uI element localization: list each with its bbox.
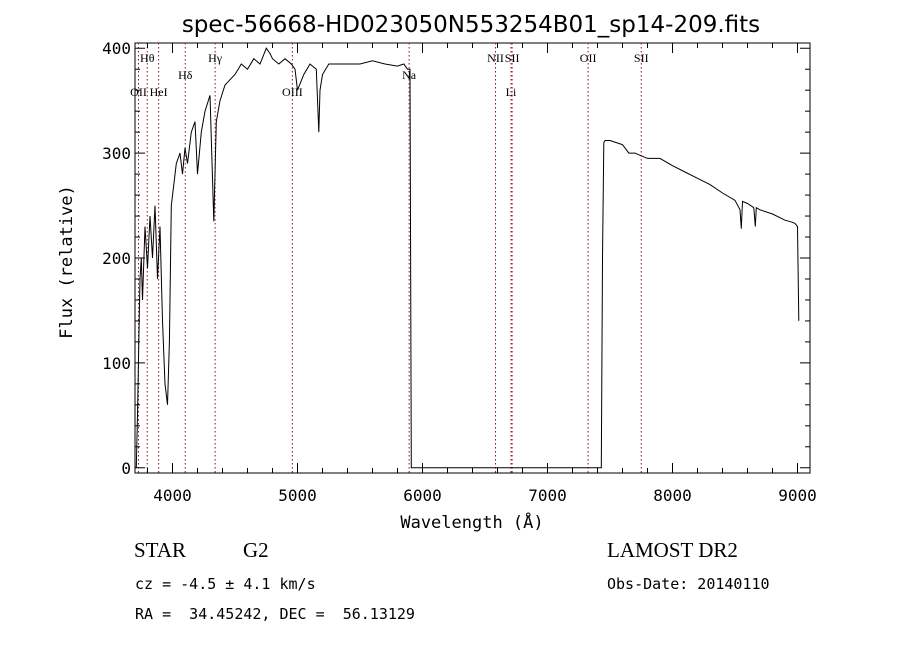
- x-axis-label: Wavelength (Å): [400, 511, 543, 533]
- spectral-line-label: SII: [505, 51, 520, 65]
- spectral-line-label: Hγ: [208, 51, 223, 65]
- spectral-line-label: Hθ: [140, 51, 155, 65]
- y-tick-label: 300: [102, 144, 131, 163]
- plot-frame: [134, 42, 811, 474]
- spectral-line-label: OII: [130, 85, 147, 99]
- y-tick-label: 100: [102, 354, 131, 373]
- x-tick-label: 9000: [778, 486, 817, 505]
- redshift-text: cz = -4.5 ± 4.1 km/s: [135, 575, 316, 593]
- spectral-line-label: SII: [634, 51, 649, 65]
- spectral-line-label: NII: [487, 51, 504, 65]
- y-axis: 0 100 200 300 400: [102, 39, 810, 478]
- y-tick-label: 0: [121, 459, 131, 478]
- obs-date-text: Obs-Date: 20140110: [607, 575, 770, 593]
- survey-label: LAMOST DR2: [607, 538, 738, 562]
- object-subclass: G2: [243, 538, 269, 562]
- y-tick-label: 400: [102, 39, 131, 58]
- x-axis: 4000 5000 6000 7000 8000 9000: [147, 43, 817, 505]
- spectral-line-label: OII: [580, 51, 597, 65]
- object-class: STAR: [134, 538, 186, 562]
- y-axis-label: Flux (relative): [57, 185, 77, 339]
- spectrum-line: [135, 47, 800, 469]
- x-tick-label: 7000: [528, 486, 567, 505]
- x-tick-label: 5000: [278, 486, 317, 505]
- spectral-line-label: Hδ: [178, 68, 193, 82]
- spectral-line-markers: OII Hθ HeI Hδ Hγ OIII Na NII Li SII OII SII: [130, 43, 649, 473]
- spectral-line-label: OIII: [282, 85, 303, 99]
- x-tick-label: 8000: [653, 486, 692, 505]
- coordinates-text: RA = 34.45242, DEC = 56.13129: [135, 605, 415, 623]
- spectral-line-label: Na: [402, 68, 417, 82]
- x-tick-label: 4000: [153, 486, 192, 505]
- x-tick-label: 6000: [403, 486, 442, 505]
- y-tick-label: 200: [102, 249, 131, 268]
- spectral-line-label: HeI: [150, 85, 168, 99]
- spectral-line-label: Li: [506, 85, 517, 99]
- chart-title: spec-56668-HD023050N553254B01_sp14-209.f…: [182, 12, 760, 38]
